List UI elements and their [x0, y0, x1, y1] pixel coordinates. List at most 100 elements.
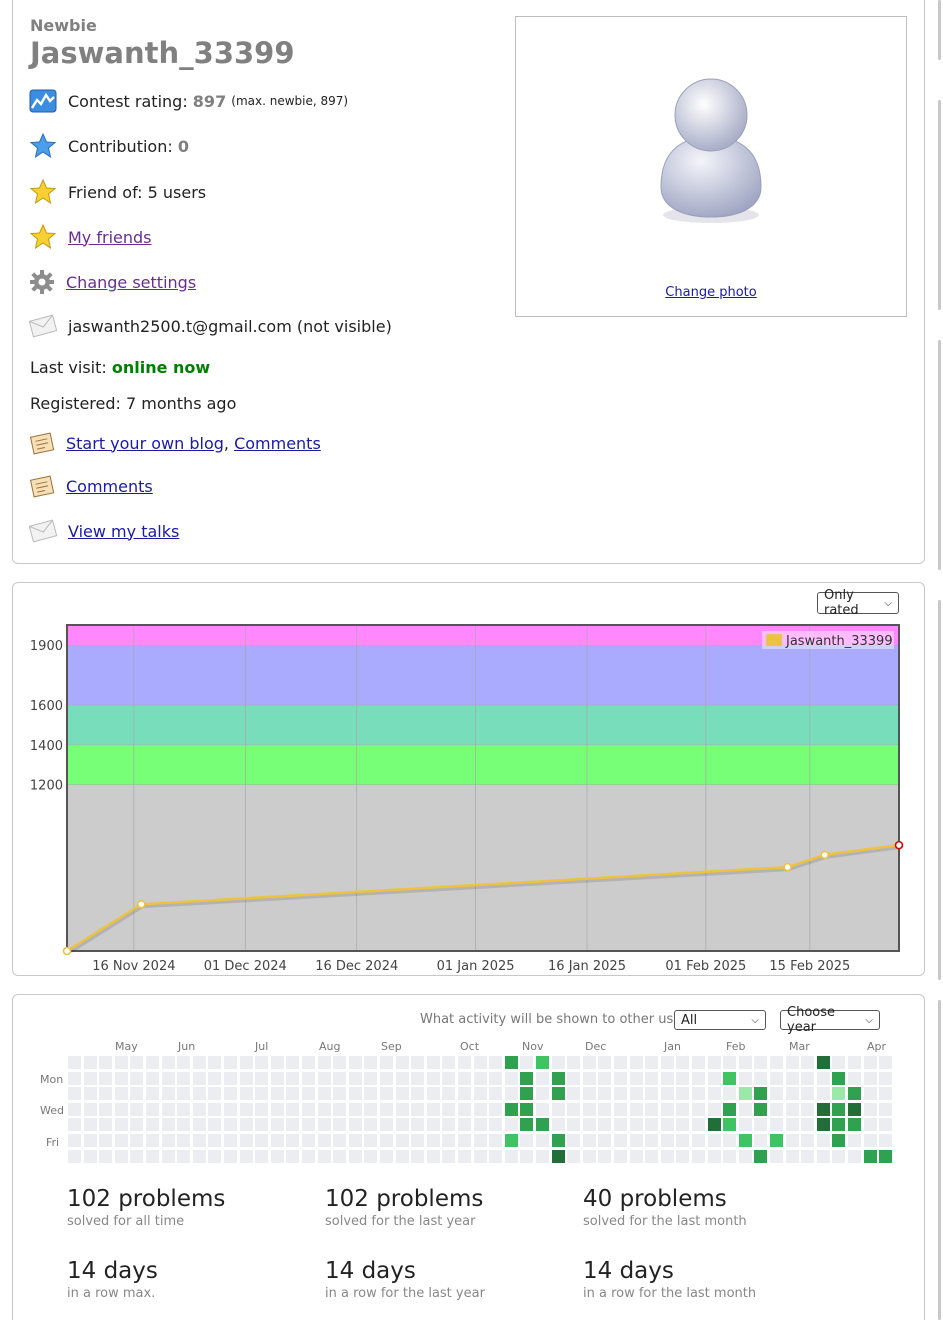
- activity-cell[interactable]: [426, 1071, 440, 1085]
- view-talks-link[interactable]: View my talks: [68, 521, 180, 541]
- activity-cell[interactable]: [302, 1102, 315, 1116]
- my-friends-link[interactable]: My friends: [68, 227, 152, 247]
- activity-cell[interactable]: [879, 1071, 893, 1085]
- activity-cell[interactable]: [255, 1102, 269, 1116]
- activity-cell[interactable]: [411, 1056, 425, 1069]
- activity-cell[interactable]: [832, 1071, 846, 1085]
- activity-cell[interactable]: [224, 1071, 237, 1085]
- activity-cell[interactable]: [270, 1134, 284, 1147]
- activity-cell[interactable]: [504, 1071, 518, 1085]
- activity-cell[interactable]: [458, 1118, 471, 1132]
- activity-cell[interactable]: [130, 1102, 144, 1116]
- activity-cell[interactable]: [692, 1118, 705, 1132]
- activity-cell[interactable]: [770, 1071, 783, 1085]
- activity-cell[interactable]: [302, 1118, 315, 1132]
- activity-cell[interactable]: [146, 1071, 159, 1085]
- activity-cell[interactable]: [380, 1149, 393, 1163]
- activity-cell[interactable]: [270, 1056, 284, 1069]
- activity-cell[interactable]: [333, 1071, 347, 1085]
- activity-cell[interactable]: [723, 1087, 737, 1101]
- activity-cell[interactable]: [879, 1056, 893, 1069]
- activity-cell[interactable]: [208, 1071, 222, 1085]
- activity-cell[interactable]: [645, 1149, 659, 1163]
- activity-cell[interactable]: [754, 1071, 768, 1085]
- activity-cell[interactable]: [816, 1102, 830, 1116]
- activity-cell[interactable]: [255, 1134, 269, 1147]
- activity-cell[interactable]: [676, 1134, 690, 1147]
- activity-cell[interactable]: [520, 1134, 534, 1147]
- activity-cell[interactable]: [551, 1071, 565, 1085]
- activity-cell[interactable]: [785, 1149, 799, 1163]
- activity-cell[interactable]: [130, 1134, 144, 1147]
- activity-cell[interactable]: [83, 1149, 97, 1163]
- activity-cell[interactable]: [411, 1087, 425, 1101]
- activity-cell[interactable]: [302, 1056, 315, 1069]
- activity-cell[interactable]: [99, 1102, 113, 1116]
- activity-cell[interactable]: [83, 1056, 97, 1069]
- activity-cell[interactable]: [660, 1134, 674, 1147]
- activity-cell[interactable]: [832, 1087, 846, 1101]
- activity-cell[interactable]: [832, 1056, 846, 1069]
- activity-cell[interactable]: [645, 1056, 659, 1069]
- activity-cell[interactable]: [676, 1071, 690, 1085]
- activity-cell[interactable]: [863, 1056, 877, 1069]
- activity-cell[interactable]: [146, 1118, 159, 1132]
- change-settings-link[interactable]: Change settings: [66, 272, 197, 292]
- activity-cell[interactable]: [879, 1118, 893, 1132]
- activity-cell[interactable]: [770, 1118, 783, 1132]
- activity-cell[interactable]: [458, 1149, 471, 1163]
- activity-cell[interactable]: [458, 1102, 471, 1116]
- activity-cell[interactable]: [192, 1071, 206, 1085]
- activity-cell[interactable]: [738, 1071, 752, 1085]
- activity-cell[interactable]: [879, 1087, 893, 1101]
- activity-cell[interactable]: [426, 1087, 440, 1101]
- activity-cell[interactable]: [598, 1134, 612, 1147]
- activity-cell[interactable]: [146, 1102, 159, 1116]
- activity-cell[interactable]: [816, 1149, 830, 1163]
- activity-cell[interactable]: [801, 1087, 815, 1101]
- activity-cell[interactable]: [395, 1118, 409, 1132]
- activity-cell[interactable]: [99, 1071, 113, 1085]
- activity-cell[interactable]: [785, 1056, 799, 1069]
- activity-cell[interactable]: [785, 1118, 799, 1132]
- activity-cell[interactable]: [645, 1102, 659, 1116]
- activity-cell[interactable]: [692, 1134, 705, 1147]
- activity-cell[interactable]: [208, 1118, 222, 1132]
- activity-cell[interactable]: [473, 1118, 487, 1132]
- activity-cell[interactable]: [754, 1087, 768, 1101]
- activity-cell[interactable]: [146, 1149, 159, 1163]
- activity-cell[interactable]: [395, 1134, 409, 1147]
- activity-cell[interactable]: [770, 1102, 783, 1116]
- activity-cell[interactable]: [426, 1149, 440, 1163]
- activity-cell[interactable]: [364, 1118, 378, 1132]
- activity-cell[interactable]: [302, 1149, 315, 1163]
- activity-cell[interactable]: [302, 1134, 315, 1147]
- activity-cell[interactable]: [707, 1087, 721, 1101]
- activity-cell[interactable]: [333, 1087, 347, 1101]
- activity-cell[interactable]: [598, 1149, 612, 1163]
- activity-cell[interactable]: [146, 1134, 159, 1147]
- activity-cell[interactable]: [192, 1118, 206, 1132]
- activity-cell[interactable]: [192, 1087, 206, 1101]
- activity-cell[interactable]: [270, 1149, 284, 1163]
- activity-cell[interactable]: [177, 1134, 191, 1147]
- activity-cell[interactable]: [161, 1087, 175, 1101]
- activity-cell[interactable]: [504, 1102, 518, 1116]
- activity-cell[interactable]: [426, 1118, 440, 1132]
- activity-cell[interactable]: [286, 1087, 300, 1101]
- activity-cell[interactable]: [567, 1102, 581, 1116]
- activity-cell[interactable]: [177, 1149, 191, 1163]
- activity-cell[interactable]: [224, 1087, 237, 1101]
- activity-cell[interactable]: [754, 1134, 768, 1147]
- activity-cell[interactable]: [130, 1056, 144, 1069]
- activity-cell[interactable]: [364, 1071, 378, 1085]
- activity-cell[interactable]: [395, 1149, 409, 1163]
- activity-cell[interactable]: [707, 1134, 721, 1147]
- activity-cell[interactable]: [863, 1134, 877, 1147]
- activity-cell[interactable]: [504, 1134, 518, 1147]
- activity-cell[interactable]: [317, 1056, 331, 1069]
- activity-cell[interactable]: [255, 1056, 269, 1069]
- comments-link[interactable]: Comments: [66, 476, 153, 496]
- activity-cell[interactable]: [848, 1134, 861, 1147]
- activity-cell[interactable]: [317, 1118, 331, 1132]
